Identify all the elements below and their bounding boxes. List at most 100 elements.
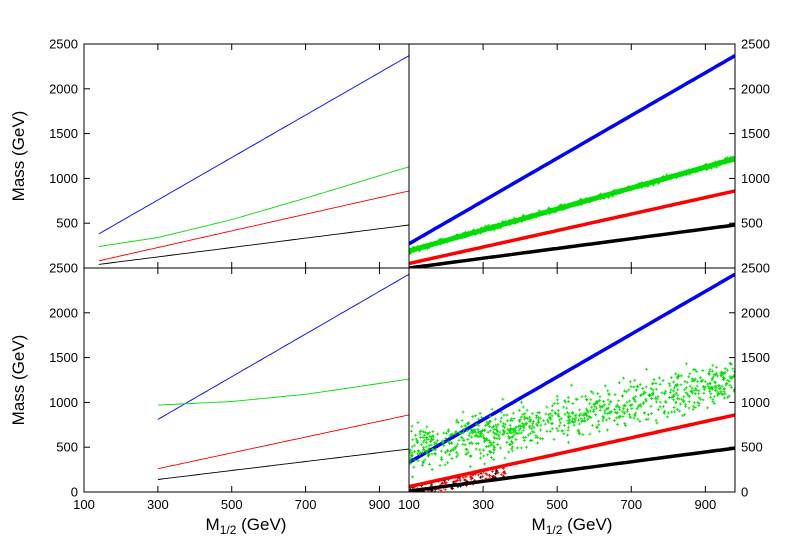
series-green-point: [482, 454, 486, 458]
series-green-point: [638, 382, 642, 386]
series-green-point: [603, 384, 607, 388]
series-green-point: [583, 394, 587, 398]
series-green-point: [501, 433, 505, 437]
series-green-point: [536, 435, 540, 439]
series-green-point: [693, 377, 697, 381]
series-green-point: [643, 391, 647, 395]
series-green-point: [576, 428, 580, 432]
series-green-point: [661, 404, 665, 408]
y-tick-label-left: 1000: [49, 171, 78, 186]
series-green-point: [697, 404, 701, 408]
series-green-point: [641, 386, 645, 390]
series-green-point: [598, 395, 602, 399]
series-green-point: [650, 382, 654, 386]
series-green-point: [641, 392, 645, 396]
series-green-point: [629, 415, 633, 419]
series-green-point: [571, 417, 575, 421]
series-green-point: [524, 416, 528, 420]
series-green-point: [673, 410, 677, 414]
series-green-point: [650, 396, 654, 400]
series-green-point: [714, 365, 718, 369]
series-green-point: [462, 427, 466, 431]
series-green-point: [642, 411, 646, 415]
series-green-point: [510, 417, 514, 421]
series-green-point: [562, 405, 566, 409]
series-green-point: [664, 400, 668, 404]
series-green-point: [579, 417, 583, 421]
series-green-point: [601, 416, 605, 420]
series-green-point: [532, 426, 536, 430]
series-green-point: [420, 450, 424, 454]
series-green-point: [563, 412, 567, 416]
series-green-point: [556, 413, 560, 417]
series-green-point: [656, 395, 660, 399]
series-green-point: [555, 394, 559, 398]
x-axis-title-sub: 1/2: [546, 523, 563, 537]
series-green-point: [714, 384, 718, 388]
series-green-point: [652, 378, 656, 382]
y-tick-label-right: 500: [741, 440, 763, 455]
series-green-point: [583, 416, 587, 420]
series-green-point: [623, 421, 627, 425]
series-green-point: [684, 362, 688, 366]
series-green-point: [443, 463, 447, 467]
series-green-point: [644, 397, 648, 401]
series-green-point: [418, 436, 422, 440]
series-green-point: [598, 408, 602, 412]
series-green-point: [435, 439, 439, 443]
series-green-point: [644, 399, 648, 403]
series-green-point: [431, 434, 435, 438]
series-green-point: [586, 410, 590, 414]
series-green-point: [442, 431, 446, 435]
series-green-point: [485, 423, 489, 427]
x-tick-label: 100: [398, 497, 420, 512]
series-red-point: [410, 493, 413, 496]
series-green-point: [617, 381, 621, 385]
y-tick-label-left: 2000: [49, 305, 78, 320]
series-green-point: [634, 411, 638, 415]
series-green-point: [492, 458, 496, 462]
series-green-point: [656, 408, 660, 412]
series-green-point: [527, 433, 531, 437]
series-green-point: [723, 371, 727, 375]
series-red-point: [415, 493, 418, 496]
series-green-point: [572, 423, 576, 427]
series-green-point: [606, 412, 610, 416]
series-green-point: [494, 432, 498, 436]
series-green-point: [464, 452, 468, 456]
series-green-point: [608, 400, 612, 404]
series-green-point: [473, 434, 477, 438]
series-green-point: [409, 456, 413, 460]
series-green-point: [711, 398, 715, 402]
series-green-points: [409, 361, 735, 479]
series-green-point: [648, 394, 652, 398]
series-green-point: [708, 389, 712, 393]
series-red-point: [502, 470, 506, 474]
series-green-point: [501, 424, 505, 428]
series-green-point: [538, 437, 542, 441]
series-green-point: [468, 431, 472, 435]
series-green-point: [731, 367, 735, 371]
series-green-point: [657, 376, 661, 380]
x-tick-label: 700: [620, 497, 642, 512]
y-tick-label-left: 2500: [49, 261, 78, 276]
series-green-point: [496, 423, 500, 427]
series-green-point: [646, 417, 650, 421]
series-green-point: [632, 416, 636, 420]
series-green-point: [422, 459, 426, 463]
series-green-point: [489, 441, 493, 445]
series-green-point: [498, 437, 502, 441]
series-green-point: [555, 398, 559, 402]
series-green-point: [528, 415, 532, 419]
series-green-point: [636, 405, 640, 409]
series-green-point: [683, 380, 687, 384]
series-green-point: [597, 429, 601, 433]
x-axis-title-sub: 1/2: [220, 523, 237, 537]
x-tick-label: 300: [147, 497, 169, 512]
series-green-point: [622, 411, 626, 415]
series-green-point: [479, 431, 483, 435]
series-green-point: [674, 372, 678, 376]
series-green-point: [422, 446, 426, 450]
series-green-point: [574, 416, 578, 420]
series-green-point: [637, 403, 641, 407]
